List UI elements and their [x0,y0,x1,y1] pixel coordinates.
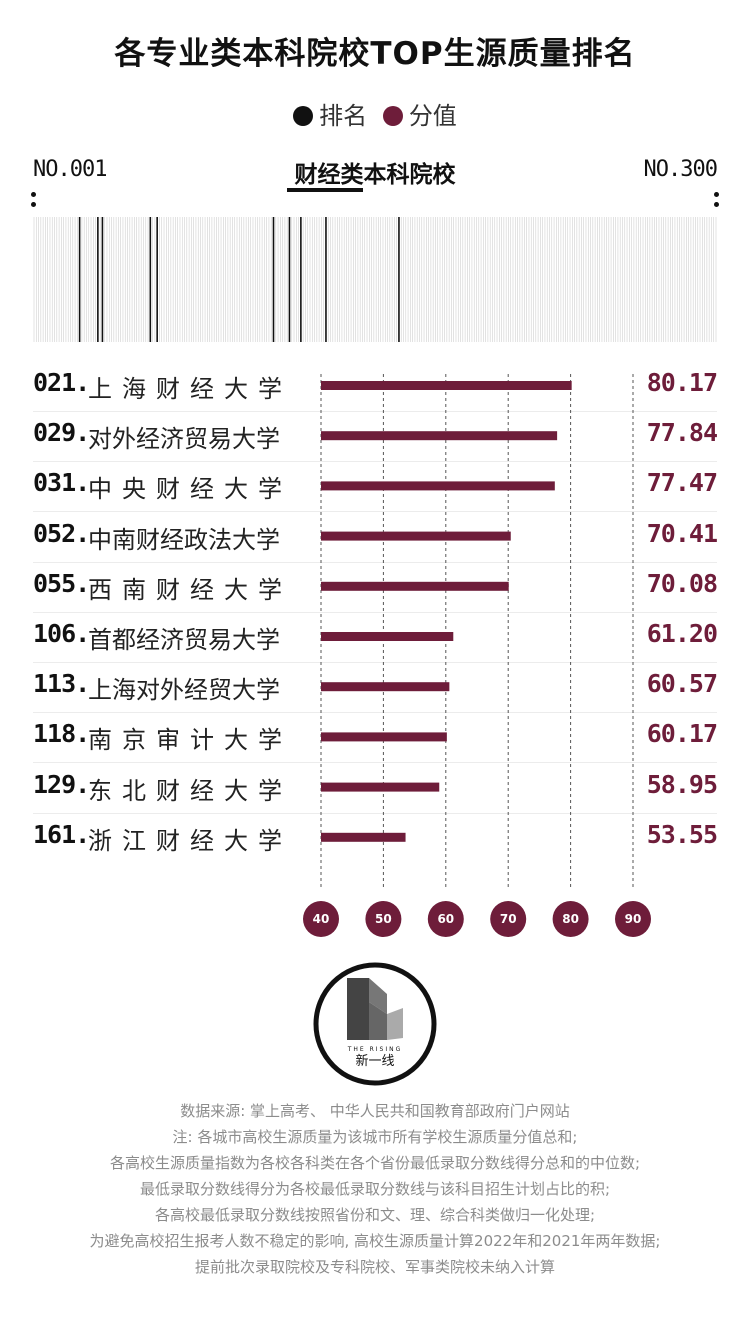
the-rising-logo: THE RISING 新一线 [313,962,437,1086]
legend-item-rank: 排名 [293,102,367,130]
rank-start-label: NO.001 [33,157,107,182]
row-score: 58.95 [646,769,718,799]
left-edge-dots [31,192,37,212]
row-school-name: 中南财经政法大学 [88,525,280,554]
row-rank: 029. [33,418,90,448]
bar [321,381,572,390]
row-rank: 113. [33,669,90,699]
note-source: 数据来源: 掌上高考、 中华人民共和国教育部政府门户网站 [180,1102,570,1120]
rank-strip [33,217,717,342]
row-school-name: 上海对外经贸大学 [88,676,280,705]
bar [321,832,406,842]
x-tick-label: 80 [562,912,579,926]
row-divider [33,762,717,764]
category-underline [287,188,363,192]
row-divider [33,461,717,463]
footnotes: 数据来源: 掌上高考、 中华人民共和国教育部政府门户网站 注: 各城市高校生源质… [0,1098,750,1280]
row-rank: 161. [33,819,90,849]
bar [321,581,509,591]
note-line: 为避免高校招生报考人数不稳定的影响, 高校生源质量计算2022年和2021年两年… [89,1232,661,1250]
row-rank: 055. [33,568,90,598]
row-score: 70.08 [646,568,718,598]
bar [321,531,511,541]
x-tick-label: 50 [375,912,392,926]
x-tick-badge [365,901,402,937]
x-tick-label: 70 [500,912,517,926]
row-divider [33,511,717,513]
row-school-name: 上海财经大学 [88,375,292,403]
x-tick-badge [427,901,464,937]
note-line: 各高校生源质量指数为各校各科类在各个省份最低录取分数线得分总和的中位数; [109,1154,641,1172]
x-tick-badge [552,901,589,937]
row-school-name: 对外经济贸易大学 [88,425,280,454]
row-divider [33,662,717,663]
x-tick-badge [303,901,339,937]
row-score: 70.41 [646,518,718,548]
bar [321,632,454,641]
bar [321,481,555,491]
row-school-name: 西南财经大学 [88,575,292,604]
row-divider [33,411,717,412]
bar [321,682,450,692]
x-tick-badge [615,901,651,937]
row-divider [33,812,717,814]
logo-text-top: THE RISING [347,1046,403,1053]
row-rank: 118. [33,719,90,749]
legend-rank-label: 排名 [319,102,368,130]
legend-score-label: 分值 [408,102,457,130]
legend-rank-swatch [293,106,314,126]
rank-end-label: NO.300 [643,157,718,182]
bar-plot: 40 50 60 70 80 90 [303,374,651,937]
bar [321,732,447,742]
row-divider [33,611,717,613]
row-score: 60.57 [646,669,718,699]
x-tick-label: 90 [625,912,642,926]
row-school-name: 东北财经大学 [88,776,292,805]
x-tick-label: 40 [313,912,330,926]
row-score: 60.17 [646,719,718,749]
bar [321,431,558,441]
legend: 排名 分值 [0,96,750,131]
row-rank: 106. [33,619,90,648]
row-score: 77.47 [646,468,718,498]
row-rank: 021. [33,368,90,397]
note-line: 注: 各城市高校生源质量为该城市所有学校生源质量分值总和; [172,1128,578,1146]
category-tab[interactable]: 财经类本科院校 [294,162,456,188]
x-tick-badge [490,901,527,937]
row-score: 53.55 [646,819,718,849]
row-school-name: 中央财经大学 [88,475,292,504]
row-school-name: 首都经济贸易大学 [88,626,280,654]
row-score: 77.84 [646,418,718,448]
row-rank: 129. [33,769,90,799]
logo-text-bottom: 新一线 [355,1053,394,1069]
bar [321,782,440,792]
note-line: 最低录取分数线得分为各校最低录取分数线与该科目招生计划占比的积; [139,1180,611,1198]
note-line: 提前批次录取院校及专科院校、军事类院校未纳入计算 [194,1258,555,1276]
legend-score-swatch [382,106,403,126]
note-line: 各高校最低录取分数线按照省份和文、理、综合科类做归一化处理; [154,1206,596,1224]
row-school-name: 南京审计大学 [88,726,292,755]
row-divider [33,561,717,563]
x-tick-label: 60 [437,912,454,926]
row-rank: 031. [33,468,90,498]
row-score: 80.17 [646,368,718,397]
row-rank: 052. [33,518,90,548]
right-edge-dots [714,192,720,212]
row-school-name: 浙江财经大学 [88,826,292,855]
chart-title: 各专业类本科院校TOP生源质量排名 [114,36,636,72]
row-divider [33,712,717,714]
row-score: 61.20 [646,619,718,648]
legend-item-score: 分值 [382,102,457,130]
